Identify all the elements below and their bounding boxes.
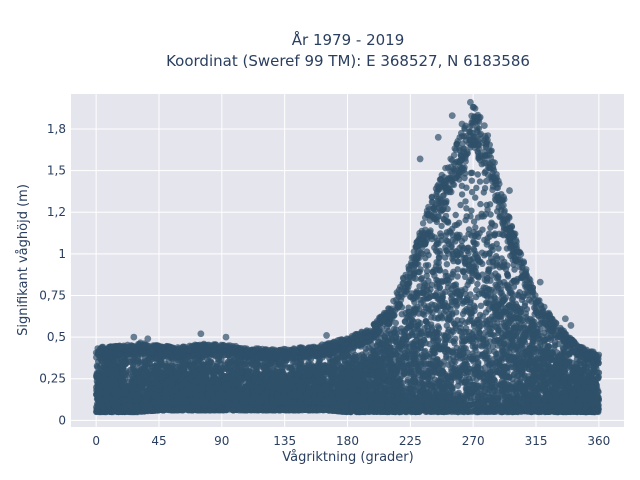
scatter-point <box>425 251 432 259</box>
scatter-point <box>416 283 423 290</box>
scatter-point <box>449 270 456 278</box>
scatter-point <box>455 219 463 226</box>
scatter-point <box>449 255 456 262</box>
scatter-point <box>487 211 494 218</box>
scatter-point <box>424 295 431 302</box>
scatter-point <box>468 188 476 196</box>
scatter-point <box>470 218 478 225</box>
scatter-point <box>467 276 474 283</box>
scatter-point <box>443 261 451 268</box>
scatter-point <box>474 171 481 178</box>
scatter-point <box>463 205 470 212</box>
scatter-point <box>462 198 469 205</box>
scatter-point <box>452 211 459 219</box>
scatter-point <box>422 262 430 269</box>
scatter-point <box>511 266 518 273</box>
scatter-points <box>92 98 603 416</box>
scatter-point <box>457 201 464 209</box>
scatter-point <box>473 184 480 192</box>
scatter-point <box>469 169 476 176</box>
scatter-point <box>486 201 494 208</box>
scatter-point <box>454 273 461 280</box>
scatter-point <box>442 212 450 220</box>
scatter-point <box>428 301 435 308</box>
